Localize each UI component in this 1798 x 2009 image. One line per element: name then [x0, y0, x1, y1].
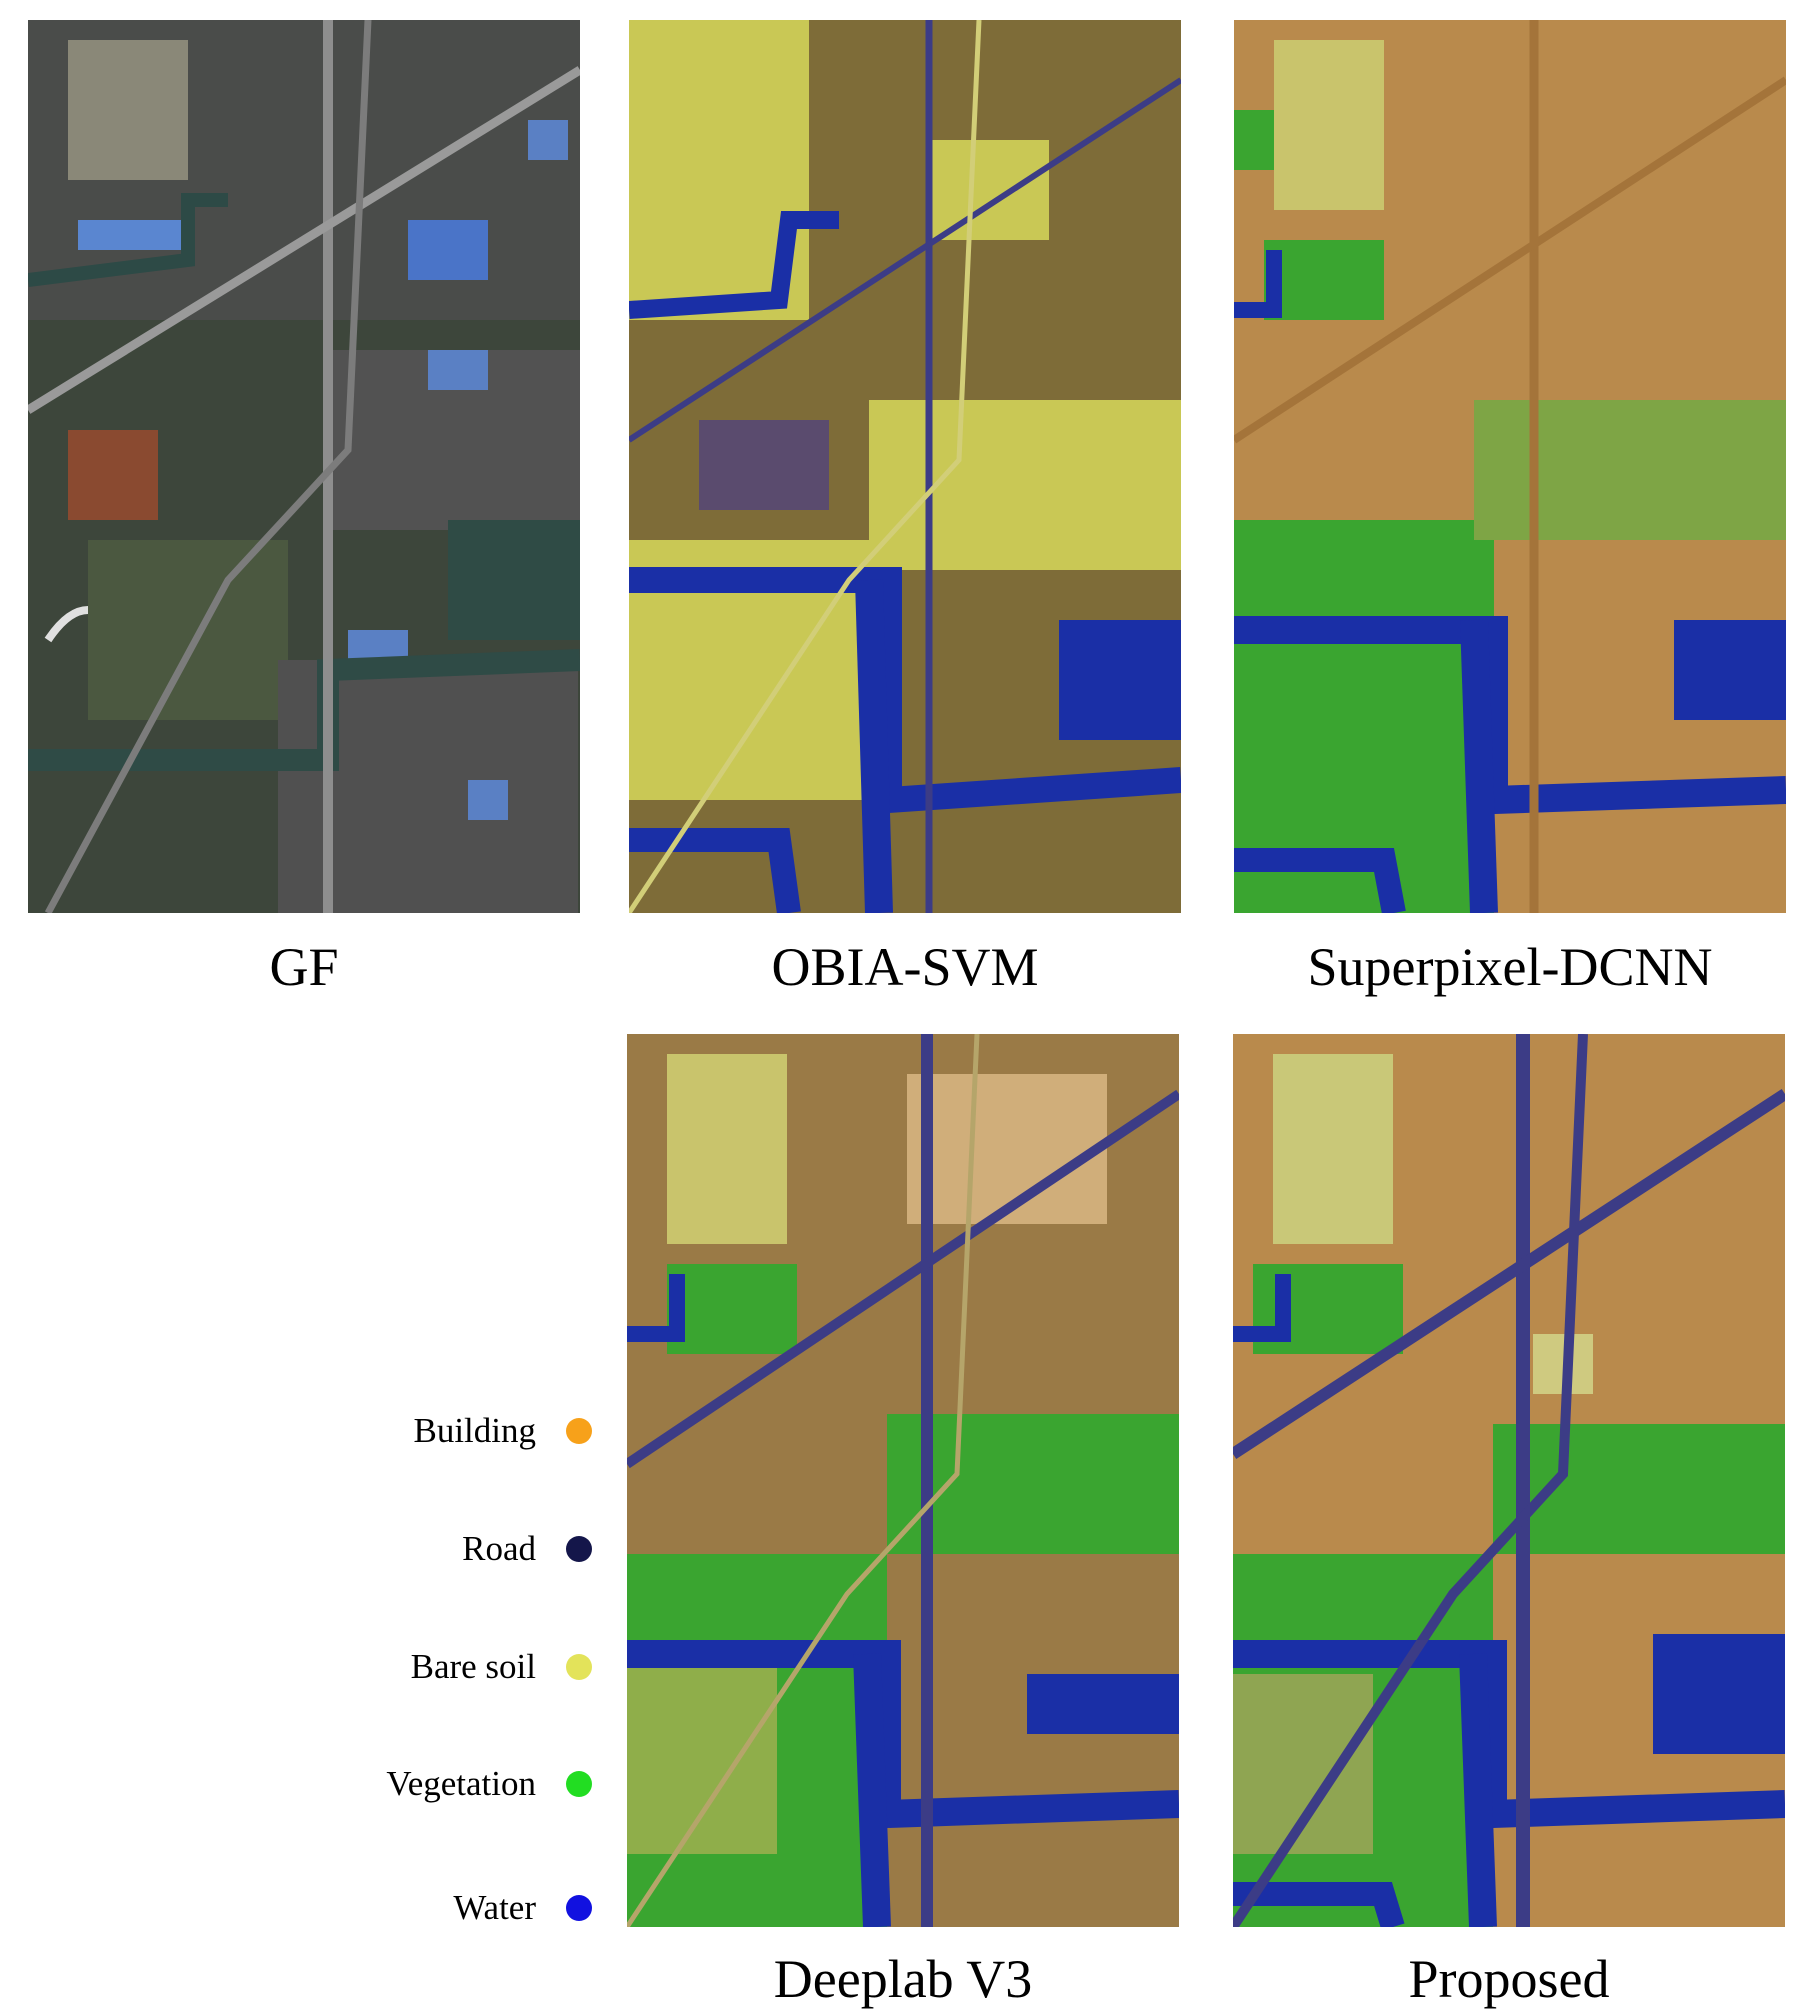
caption-gf: GF	[269, 937, 339, 997]
legend-label-water: Water	[453, 1888, 536, 1927]
legend-label-building: Building	[413, 1411, 536, 1450]
legend-item-bare-soil: Bare soil	[300, 1647, 592, 1687]
legend-item-building: Building	[300, 1411, 592, 1451]
legend-label-road: Road	[462, 1529, 536, 1568]
deeplab-v3-result-graphic	[627, 1034, 1179, 1927]
legend-label-bare-soil: Bare soil	[410, 1647, 536, 1686]
proposed-result-graphic	[1233, 1034, 1785, 1927]
legend-item-water: Water	[300, 1888, 592, 1928]
deeplab-v3-result-map	[627, 1034, 1179, 1927]
legend-swatch-water	[566, 1895, 592, 1921]
legend-swatch-vegetation	[566, 1771, 592, 1797]
obia-svm-result-graphic	[629, 20, 1181, 913]
legend-swatch-bare-soil	[566, 1654, 592, 1680]
gf-satellite-image	[28, 20, 580, 913]
legend-swatch-road	[566, 1536, 592, 1562]
caption-proposed: Proposed	[1408, 1949, 1610, 2009]
proposed-result-map	[1233, 1034, 1785, 1927]
superpixel-dcnn-result-graphic	[1234, 20, 1786, 913]
legend-item-road: Road	[300, 1529, 592, 1569]
legend-swatch-building	[566, 1418, 592, 1444]
obia-svm-result-map	[629, 20, 1181, 913]
caption-superpixel-dcnn: Superpixel-DCNN	[1307, 937, 1713, 997]
gf-satellite-image-graphic	[28, 20, 580, 913]
caption-deeplab-v3: Deeplab V3	[773, 1949, 1033, 2009]
legend-label-vegetation: Vegetation	[386, 1764, 536, 1803]
caption-obia-svm: OBIA-SVM	[771, 937, 1039, 997]
legend-item-vegetation: Vegetation	[300, 1764, 592, 1804]
superpixel-dcnn-result-map	[1234, 20, 1786, 913]
